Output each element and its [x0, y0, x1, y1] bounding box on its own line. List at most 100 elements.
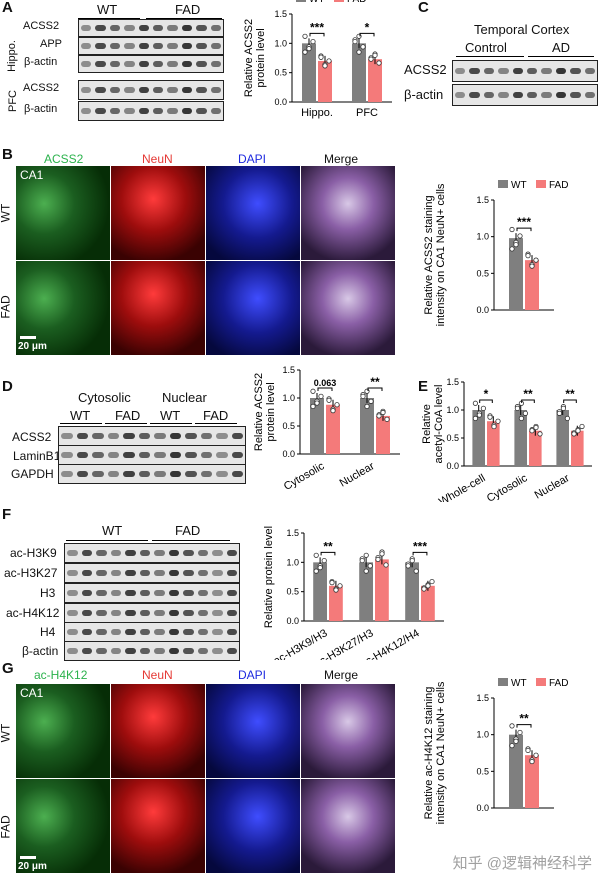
blot-lane	[76, 452, 88, 458]
panel-label-g: G	[2, 660, 14, 677]
data-point	[352, 38, 358, 45]
data-point	[364, 403, 370, 410]
data-point	[509, 743, 515, 749]
blot-lane	[125, 570, 136, 576]
y-axis-label: protein level	[255, 28, 267, 87]
blot-lane	[154, 629, 165, 635]
blot-lane	[555, 68, 567, 74]
legend-label-wt: WT	[511, 180, 527, 191]
blot-lane	[138, 452, 150, 458]
y-axis-label: Relative ac-H4K12 staining	[423, 687, 435, 820]
data-point	[525, 747, 531, 754]
blot-lane	[185, 471, 197, 477]
y-tick-label: 1.5	[476, 693, 489, 703]
channel-label-dapi: DAPI	[238, 668, 267, 682]
western-blot-band	[452, 60, 598, 82]
channel-label-neun: NeuN	[142, 668, 173, 682]
significance-label: **	[519, 712, 529, 726]
micrograph-fad-acss2	[16, 261, 110, 355]
blot-lane	[469, 92, 480, 98]
data-point	[405, 563, 411, 569]
y-tick-label: 0.0	[446, 461, 459, 471]
blot-lane	[226, 590, 237, 596]
data-point	[318, 54, 324, 60]
blot-row-label: ACSS2	[23, 20, 60, 32]
region-label-hippo: Hippo.	[5, 40, 18, 72]
blot-lane	[123, 471, 135, 477]
x-tick-label: PFC	[356, 107, 378, 119]
blot-lane	[67, 610, 78, 616]
bar-wt	[514, 410, 527, 466]
legend-swatch-wt	[498, 678, 508, 686]
bar-fad	[421, 585, 435, 621]
blot-lane	[185, 452, 197, 458]
data-point	[313, 568, 319, 574]
blot-lane	[81, 108, 92, 114]
blot-row-label: ACSS2	[12, 430, 52, 444]
blot-lane	[154, 570, 165, 576]
data-point	[321, 557, 327, 564]
bar-wt	[302, 43, 316, 102]
channel-label-ac-h4k12: ac-H4K12	[34, 668, 88, 682]
blot-lane	[110, 590, 121, 596]
data-point	[571, 431, 577, 437]
panel-label-a: A	[2, 0, 13, 16]
data-point	[363, 568, 369, 574]
blot-lane	[110, 570, 121, 576]
data-point	[384, 416, 390, 422]
blot-lane	[67, 590, 78, 596]
blot-lane	[139, 610, 150, 616]
blot-lane	[67, 570, 78, 576]
data-point	[491, 423, 497, 430]
blot-row-label: β-actin	[24, 103, 58, 115]
data-point	[329, 580, 335, 586]
blot-lane	[200, 433, 212, 439]
blot-lane	[168, 590, 179, 596]
blot-title: Temporal Cortex	[474, 22, 570, 37]
y-axis-label: Relative ACSS2	[253, 373, 265, 451]
blot-row-label: ACSS2	[404, 62, 447, 77]
y-axis-label: intensity on CA1 NeuN+ cells	[435, 681, 447, 824]
data-point	[376, 413, 382, 419]
blot-lane	[154, 610, 165, 616]
blot-lane	[109, 25, 121, 31]
data-point	[360, 393, 366, 399]
blot-lane	[76, 433, 88, 439]
blot-lane	[167, 61, 178, 67]
data-point	[368, 56, 374, 62]
western-blot-band	[64, 603, 240, 623]
blot-lane	[138, 433, 150, 439]
scale-bar-label: 20 μm	[18, 341, 47, 352]
blot-lane	[181, 61, 193, 67]
blot-lane	[212, 610, 223, 616]
bar-fad	[529, 430, 542, 466]
blot-lane	[81, 550, 92, 556]
significance-bracket	[309, 32, 325, 37]
y-tick-label: 1.0	[476, 730, 489, 740]
blot-row-label: ac-H3K27	[4, 566, 58, 580]
data-point	[330, 408, 336, 414]
blot-lane	[555, 92, 567, 98]
blot-lane	[212, 570, 223, 576]
blot-lane	[183, 629, 194, 635]
data-point	[472, 400, 479, 406]
y-tick-label: 0.0	[476, 803, 489, 813]
legend-label-fad: FAD	[549, 180, 568, 191]
blot-lane	[183, 590, 194, 596]
y-tick-label: 1.5	[274, 9, 287, 19]
micrograph-fad-dapi	[206, 779, 300, 873]
y-tick-label: 0.0	[286, 616, 299, 626]
blot-lane	[109, 87, 121, 93]
y-tick-label: 1.5	[476, 195, 489, 205]
blot-lane	[498, 92, 509, 98]
chart-a: 0.0 0.5 1.0 1.5 Relative ACSS2 protein level *…	[243, 0, 392, 119]
data-point	[429, 578, 435, 585]
data-point	[517, 729, 523, 736]
micrograph-fad-neun	[111, 779, 205, 873]
legend-label-wt: WT	[511, 678, 527, 689]
bar-wt	[360, 398, 374, 454]
bar-fad	[571, 430, 584, 466]
bar-wt	[310, 398, 324, 454]
data-point	[525, 253, 531, 259]
blot-lane	[196, 108, 207, 114]
